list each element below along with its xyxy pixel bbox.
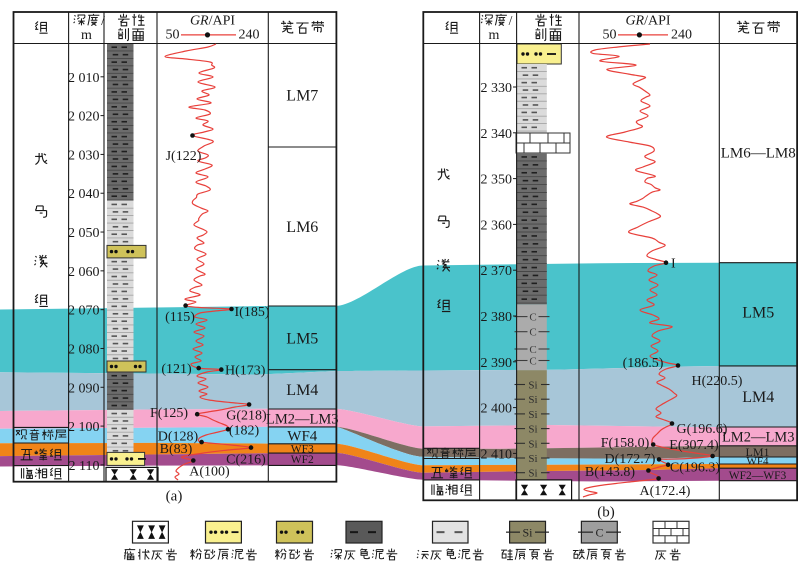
svg-text:LM5: LM5 <box>286 330 318 347</box>
svg-text:2 030: 2 030 <box>68 148 100 163</box>
svg-text:(115): (115) <box>165 310 195 325</box>
svg-text:C: C <box>529 327 536 339</box>
svg-text:2 370: 2 370 <box>481 264 513 279</box>
svg-text:Si: Si <box>528 380 537 392</box>
svg-text:D(128): D(128) <box>158 429 199 444</box>
svg-text:Si: Si <box>528 394 537 406</box>
svg-text:LM2—LM3: LM2—LM3 <box>722 429 795 445</box>
svg-text:2 410: 2 410 <box>481 447 513 462</box>
svg-text:WF4: WF4 <box>287 429 318 445</box>
svg-text:240: 240 <box>671 28 692 43</box>
svg-text:(186.5): (186.5) <box>623 356 664 371</box>
svg-text:/: / <box>101 13 105 28</box>
svg-text:D(172.7): D(172.7) <box>605 452 656 467</box>
svg-text:G(196.6): G(196.6) <box>677 422 728 437</box>
svg-text:2 110: 2 110 <box>69 459 100 474</box>
svg-text:LM4: LM4 <box>742 389 774 406</box>
svg-text:2 090: 2 090 <box>68 381 100 396</box>
svg-text:2 020: 2 020 <box>68 110 100 125</box>
svg-text:LM2—LM3: LM2—LM3 <box>266 411 339 427</box>
svg-text:G(218): G(218) <box>226 408 267 423</box>
svg-text:50: 50 <box>166 28 180 43</box>
svg-text:C: C <box>595 526 603 540</box>
svg-text:WF2—WF3: WF2—WF3 <box>729 470 787 482</box>
svg-text:GR/API: GR/API <box>625 14 670 29</box>
svg-text:LM7: LM7 <box>286 88 318 105</box>
svg-text:GR/API: GR/API <box>190 14 235 29</box>
svg-text:2 060: 2 060 <box>68 265 100 280</box>
svg-text:2 400: 2 400 <box>481 402 513 417</box>
svg-text:H(220.5): H(220.5) <box>692 374 743 389</box>
svg-text:2 050: 2 050 <box>68 226 100 241</box>
svg-text:2 350: 2 350 <box>481 173 513 188</box>
svg-text:2 040: 2 040 <box>68 187 100 202</box>
svg-text:Si: Si <box>522 526 533 540</box>
svg-text:Si: Si <box>528 438 537 450</box>
svg-text:(182): (182) <box>229 424 260 439</box>
svg-text:E(307.4): E(307.4) <box>669 438 719 453</box>
svg-text:A(100): A(100) <box>189 464 230 479</box>
svg-text:F(125): F(125) <box>150 406 188 421</box>
svg-text:Si: Si <box>528 468 537 480</box>
svg-text:WF3: WF3 <box>291 443 314 455</box>
svg-text:2 330: 2 330 <box>481 81 513 96</box>
svg-text:J(122): J(122) <box>166 149 202 164</box>
svg-text:WF2: WF2 <box>291 454 314 466</box>
svg-text:LM5: LM5 <box>742 305 774 322</box>
svg-text:/: / <box>509 13 513 28</box>
svg-text:LM1: LM1 <box>746 445 770 459</box>
svg-text:I(185): I(185) <box>235 305 270 320</box>
svg-text:C: C <box>529 356 536 368</box>
svg-text:2 360: 2 360 <box>481 218 513 233</box>
svg-text:m: m <box>489 28 500 43</box>
svg-text:2 080: 2 080 <box>68 342 100 357</box>
svg-text:Si: Si <box>528 409 537 421</box>
svg-text:F(158.0): F(158.0) <box>601 436 650 451</box>
svg-text:(a): (a) <box>166 489 183 505</box>
svg-text:2 390: 2 390 <box>481 356 513 371</box>
svg-text:Si: Si <box>528 424 537 436</box>
svg-text:240: 240 <box>239 28 260 43</box>
svg-text:C(196.3): C(196.3) <box>670 460 721 475</box>
svg-text:m: m <box>81 28 92 43</box>
svg-text:C: C <box>529 344 536 356</box>
svg-text:(b): (b) <box>597 504 615 520</box>
svg-text:A(172.4): A(172.4) <box>640 484 691 499</box>
svg-text:LM6: LM6 <box>286 219 318 236</box>
svg-text:2 010: 2 010 <box>68 71 100 86</box>
svg-text:H(173): H(173) <box>225 363 266 378</box>
svg-text:WF4: WF4 <box>747 455 770 467</box>
svg-text:LM4: LM4 <box>286 382 318 399</box>
svg-text:I: I <box>671 257 676 272</box>
svg-text:50: 50 <box>603 28 617 43</box>
svg-text:2 380: 2 380 <box>481 310 513 325</box>
svg-text:2 340: 2 340 <box>481 127 513 142</box>
svg-text:Si: Si <box>528 453 537 465</box>
svg-text:B(83): B(83) <box>160 442 193 457</box>
svg-text:LM6—LM8: LM6—LM8 <box>721 146 796 162</box>
svg-text:(121): (121) <box>161 362 192 377</box>
svg-text:2 070: 2 070 <box>68 304 100 319</box>
svg-text:C(216): C(216) <box>226 452 266 467</box>
svg-text:2 100: 2 100 <box>68 420 100 435</box>
svg-text:B(143.8): B(143.8) <box>585 465 636 480</box>
svg-text:C: C <box>529 312 536 324</box>
